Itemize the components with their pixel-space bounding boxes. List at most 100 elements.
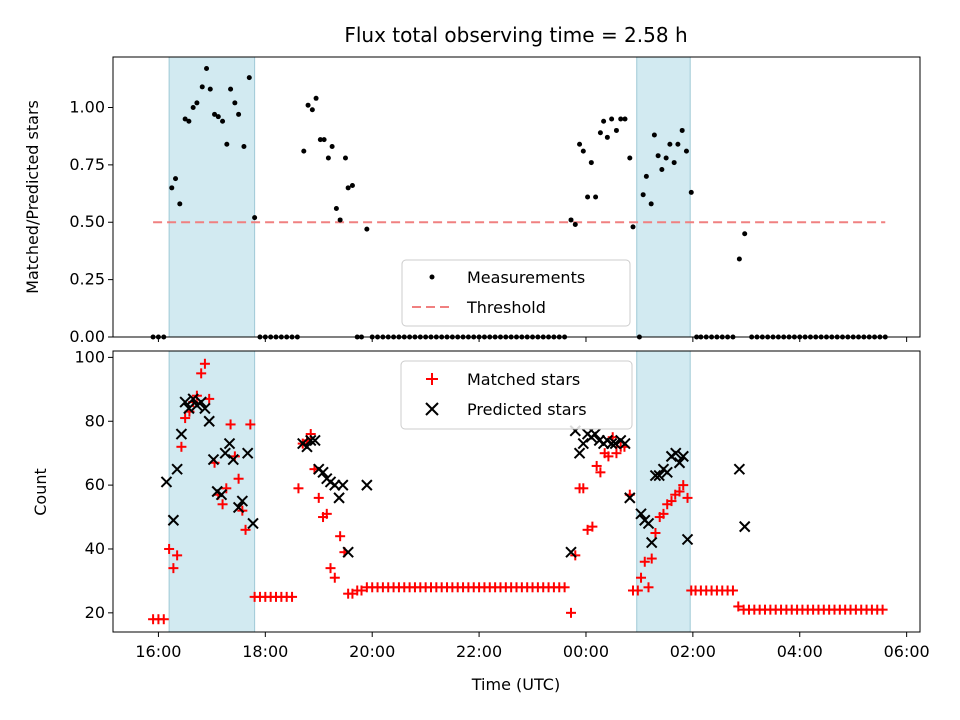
measurement-point <box>186 118 192 124</box>
predicted-star-point <box>661 466 673 479</box>
predicted-star-point <box>673 457 686 469</box>
predicted-star-point <box>646 536 658 549</box>
chart-title: Flux total observing time = 2.58 h <box>344 23 687 47</box>
measurement-point <box>241 144 247 150</box>
predicted-star-point <box>361 479 373 491</box>
matched-star-point <box>603 451 614 462</box>
predicted-star-point <box>733 463 746 475</box>
measurement-point <box>568 217 574 223</box>
measurement-point <box>601 118 607 124</box>
measurement-point <box>630 224 636 230</box>
matched-star-point <box>646 553 657 564</box>
matched-star-point <box>158 614 169 625</box>
matched-star-point <box>204 393 215 404</box>
measurement-point <box>643 173 649 179</box>
matched-star-point <box>578 483 589 494</box>
top-y-label: Matched/Predicted stars <box>23 100 42 294</box>
measurement-point <box>736 256 742 262</box>
matched-star-point <box>335 531 346 542</box>
measurement-point <box>212 111 218 117</box>
x-tick-label: 06:00 <box>884 642 930 661</box>
measurement-point <box>609 116 615 122</box>
measurement-point <box>220 118 226 124</box>
top-legend: Measurements Threshold <box>401 259 631 327</box>
measurement-point <box>651 132 657 138</box>
measurement-point <box>683 148 689 154</box>
measurement-point <box>199 84 205 90</box>
matched-star-point <box>172 550 183 561</box>
matched-star-point <box>176 441 187 452</box>
predicted-star-point <box>624 492 636 504</box>
predicted-star-point <box>573 447 586 459</box>
measurement-point <box>364 226 370 232</box>
measurement-point <box>593 194 599 200</box>
top-axes-frame <box>112 56 921 338</box>
matched-star-point <box>674 486 685 497</box>
matched-star-point <box>329 572 340 583</box>
predicted-star-point <box>179 396 191 408</box>
matched-star-point <box>217 499 228 510</box>
predicted-star-point <box>203 415 215 427</box>
predicted-star-point <box>342 546 354 558</box>
measurement-point <box>667 141 673 147</box>
predicted-star-point <box>577 437 590 450</box>
measurement-point <box>204 65 210 71</box>
predicted-star-point <box>642 517 655 530</box>
measurement-point <box>321 137 327 143</box>
measurement-point <box>228 86 234 92</box>
predicted-stars-points <box>160 393 751 558</box>
observing-band <box>168 56 256 338</box>
observing-bands-bottom <box>168 350 691 633</box>
matched-star-point <box>229 451 240 462</box>
matched-star-point <box>313 492 324 503</box>
x-tick-label: 18:00 <box>242 642 288 661</box>
measurement-point <box>671 160 677 166</box>
measurement-point <box>333 205 339 211</box>
predicted-star-point <box>232 501 245 514</box>
measurement-point <box>618 116 624 122</box>
predicted-star-point <box>183 402 195 415</box>
measurement-point <box>585 194 591 200</box>
legend-measurements-label: Measurements <box>467 268 585 287</box>
measurement-point <box>640 192 646 198</box>
top-y-ticks: 0.00 0.25 0.50 0.75 1.00 <box>69 97 113 346</box>
measurement-point <box>580 148 586 154</box>
predicted-star-point <box>670 447 682 459</box>
legend-measurements-marker <box>429 274 435 280</box>
predicted-star-point <box>199 402 211 415</box>
measurement-point <box>207 86 213 92</box>
predicted-star-point <box>333 492 345 504</box>
y-tick-label: 20 <box>85 603 105 622</box>
measurement-point <box>232 100 238 106</box>
measurement-point <box>236 111 242 117</box>
y-tick-label: 0.50 <box>69 212 105 231</box>
measurement-point <box>604 134 610 140</box>
predicted-star-point <box>175 428 188 440</box>
predicted-star-point <box>619 437 631 450</box>
y-tick-label: 1.00 <box>69 97 105 116</box>
matched-star-point <box>611 448 622 459</box>
bottom-axes: 20 40 60 80 100 16:00 18:00 20:00 22:00 00:00 02:… <box>31 347 930 694</box>
matched-star-point <box>293 483 304 494</box>
predicted-star-point <box>215 488 228 501</box>
measurement-point <box>675 141 681 147</box>
measurement-point <box>627 155 633 161</box>
predicted-star-point <box>337 479 349 491</box>
measurement-point <box>597 130 603 136</box>
predicted-star-point <box>677 450 689 463</box>
legend-threshold-label: Threshold <box>466 298 546 317</box>
matched-star-point <box>877 604 888 615</box>
top-axes: 0.00 0.25 0.50 0.75 1.00 Matched/Predicted s… <box>23 56 921 346</box>
measurement-point <box>325 155 331 161</box>
predicted-star-point <box>247 517 259 530</box>
matched-star-point <box>587 521 598 532</box>
measurement-point <box>313 95 319 101</box>
predicted-star-point <box>171 463 183 475</box>
measurement-point <box>572 222 578 228</box>
matched-star-point <box>180 413 191 424</box>
top-legend-box <box>401 259 631 327</box>
matched-star-point <box>325 563 336 574</box>
y-tick-label: 60 <box>85 475 105 494</box>
measurement-point <box>224 141 230 147</box>
matched-star-point <box>639 556 650 567</box>
